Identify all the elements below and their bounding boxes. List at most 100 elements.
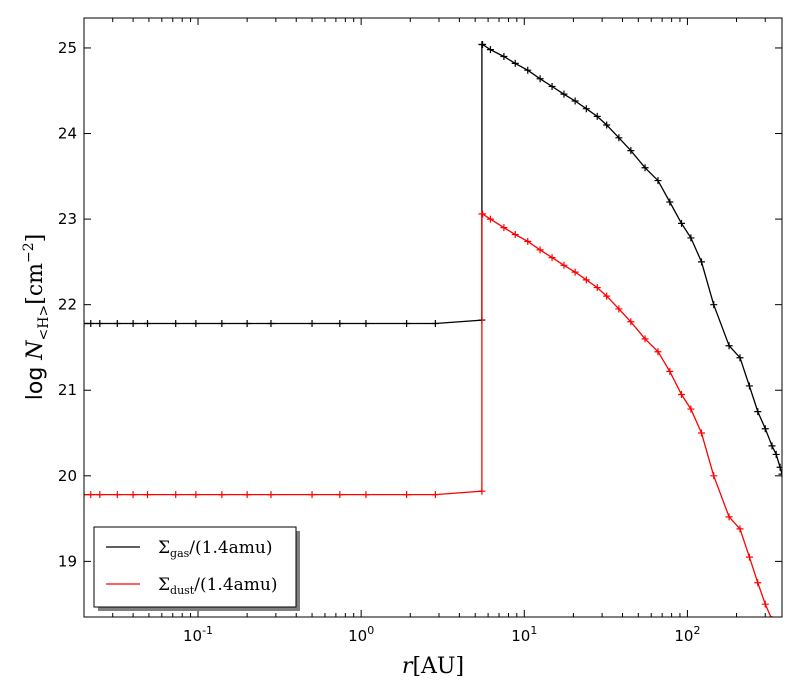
x-tick-exponent: 1 bbox=[530, 624, 537, 637]
y-tick-label: 20 bbox=[58, 467, 77, 485]
y-tick-label: 24 bbox=[58, 125, 77, 143]
plot-background bbox=[84, 18, 782, 617]
data-point-marker bbox=[486, 215, 494, 223]
y-tick-label: 19 bbox=[58, 552, 77, 570]
data-point-marker bbox=[267, 319, 275, 327]
data-point-marker bbox=[772, 626, 779, 633]
x-tick-exponent: 0 bbox=[367, 624, 374, 637]
data-point-marker bbox=[336, 319, 344, 327]
data-point-marker bbox=[362, 491, 370, 499]
data-point-marker bbox=[571, 97, 579, 105]
data-point-marker bbox=[654, 177, 662, 185]
data-point-marker bbox=[129, 319, 137, 327]
data-point-marker bbox=[336, 491, 344, 499]
data-point-marker bbox=[308, 319, 316, 327]
data-point-marker bbox=[172, 491, 180, 499]
data-point-marker bbox=[698, 258, 706, 266]
series-line-1 bbox=[84, 213, 772, 617]
data-point-marker bbox=[768, 442, 776, 450]
legend-label-dust: Σdust/(1.4amu) bbox=[158, 575, 277, 597]
y-tick-label: 21 bbox=[58, 381, 77, 399]
data-point-marker bbox=[172, 319, 180, 327]
data-point-marker bbox=[603, 292, 611, 300]
data-point-marker bbox=[548, 82, 556, 90]
data-point-marker bbox=[403, 319, 411, 327]
data-point-marker bbox=[536, 246, 544, 254]
data-point-marker bbox=[627, 147, 635, 155]
x-axis-label: r[AU] bbox=[402, 654, 464, 679]
data-point-marker bbox=[593, 284, 601, 292]
data-point-marker bbox=[431, 491, 439, 499]
data-point-marker bbox=[243, 491, 251, 499]
data-point-marker bbox=[478, 487, 486, 495]
data-point-marker bbox=[725, 513, 733, 521]
data-point-marker bbox=[603, 121, 611, 129]
data-point-marker bbox=[560, 90, 568, 98]
data-point-marker bbox=[362, 319, 370, 327]
data-point-marker bbox=[754, 408, 762, 416]
x-tick-base: 10 bbox=[183, 627, 202, 645]
series-layer bbox=[84, 41, 782, 633]
y-tick-label: 25 bbox=[58, 39, 77, 57]
data-point-marker bbox=[641, 164, 649, 172]
data-point-marker bbox=[571, 268, 579, 276]
data-point-marker bbox=[87, 491, 95, 499]
data-point-marker bbox=[143, 491, 151, 499]
data-point-marker bbox=[725, 342, 733, 350]
data-point-marker bbox=[761, 600, 769, 608]
data-point-marker bbox=[87, 319, 95, 327]
data-point-marker bbox=[736, 354, 744, 362]
data-point-marker bbox=[218, 319, 226, 327]
x-tick-exponent: -1 bbox=[202, 624, 213, 637]
legend: Σgas/(1.4amu) Σdust/(1.4amu) bbox=[93, 526, 300, 611]
plot-frame bbox=[83, 17, 783, 618]
data-point-marker bbox=[308, 491, 316, 499]
data-point-marker bbox=[627, 318, 635, 326]
data-point-marker bbox=[524, 237, 532, 245]
legend-box bbox=[93, 526, 297, 608]
series-line-0 bbox=[84, 43, 782, 475]
data-point-marker bbox=[710, 301, 718, 309]
data-point-marker bbox=[778, 470, 782, 478]
data-point-marker bbox=[500, 224, 508, 232]
data-point-marker bbox=[615, 305, 623, 313]
data-point-marker bbox=[524, 66, 532, 74]
x-tick-label: 10-1 bbox=[183, 624, 213, 645]
y-axis-label: log N<H>[cm−2] bbox=[21, 234, 52, 400]
data-point-marker bbox=[96, 319, 104, 327]
data-point-marker bbox=[772, 450, 780, 458]
data-point-marker bbox=[754, 579, 762, 587]
data-point-marker bbox=[593, 112, 601, 120]
data-point-marker bbox=[761, 425, 769, 433]
data-point-marker bbox=[745, 382, 753, 390]
data-point-marker bbox=[243, 319, 251, 327]
data-point-marker bbox=[678, 391, 686, 399]
data-point-marker bbox=[192, 319, 200, 327]
data-point-marker bbox=[84, 491, 88, 499]
data-point-marker bbox=[687, 234, 695, 242]
data-point-marker bbox=[267, 491, 275, 499]
x-tick-label: 102 bbox=[674, 624, 700, 645]
data-point-marker bbox=[479, 210, 487, 218]
data-point-marker bbox=[511, 230, 519, 238]
data-point-marker bbox=[96, 491, 104, 499]
x-tick-label: 100 bbox=[348, 624, 374, 645]
data-point-marker bbox=[582, 105, 590, 113]
data-point-marker bbox=[548, 254, 556, 262]
data-point-marker bbox=[113, 491, 121, 499]
x-tick-base: 10 bbox=[674, 627, 693, 645]
data-point-marker bbox=[776, 463, 782, 471]
data-point-marker bbox=[641, 335, 649, 343]
data-point-marker bbox=[736, 525, 744, 533]
data-point-marker bbox=[654, 348, 662, 356]
x-tick-exponent: 2 bbox=[693, 624, 700, 637]
x-tick-base: 10 bbox=[348, 627, 367, 645]
data-point-marker bbox=[698, 429, 706, 437]
data-point-marker bbox=[687, 405, 695, 413]
data-point-marker bbox=[113, 319, 121, 327]
x-tick-label: 101 bbox=[511, 624, 537, 645]
y-tick-label: 22 bbox=[58, 296, 77, 314]
data-point-marker bbox=[710, 472, 718, 480]
